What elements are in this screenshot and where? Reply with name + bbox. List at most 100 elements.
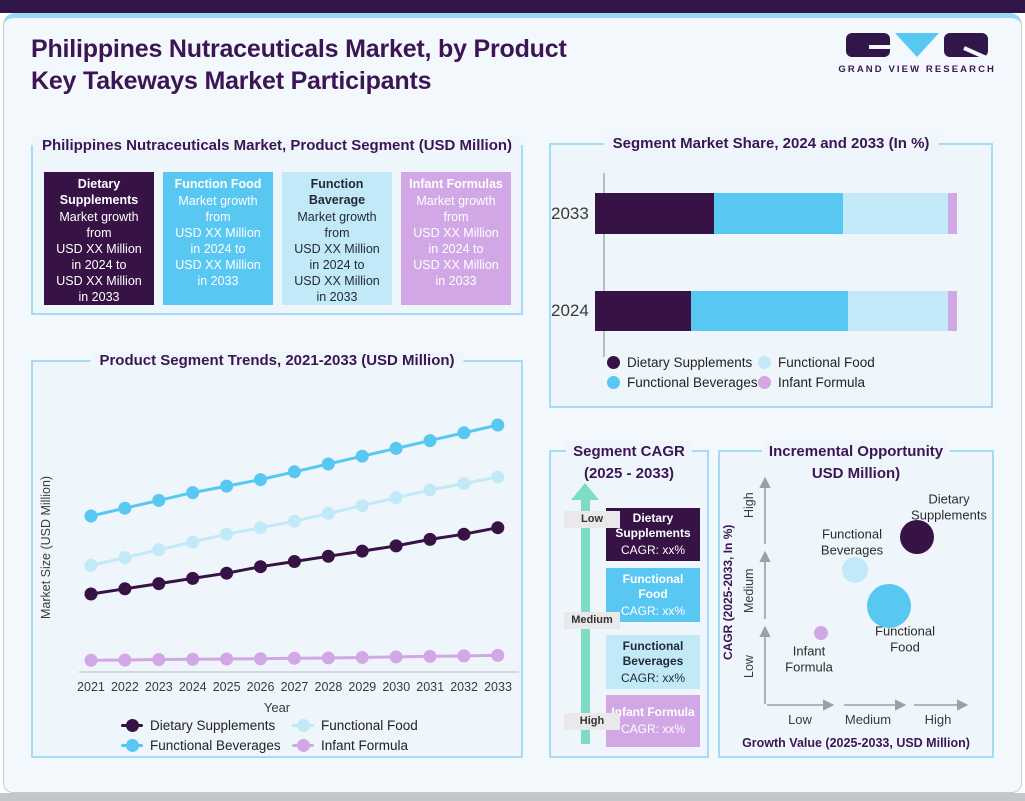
bar-segment-functional-food bbox=[848, 291, 948, 331]
legend-item-functional-beverages: Functional Beverages bbox=[607, 375, 758, 390]
share-legend: Dietary Supplements Functional Food Func… bbox=[607, 355, 875, 390]
bubble-label-dietary-supplements: Dietary Supplements bbox=[911, 491, 987, 523]
data-point bbox=[186, 535, 200, 549]
data-point bbox=[321, 506, 335, 520]
data-point bbox=[287, 514, 301, 528]
data-point bbox=[152, 577, 166, 591]
data-point bbox=[287, 465, 301, 479]
data-point bbox=[220, 652, 234, 666]
x-tick: 2030 bbox=[382, 680, 411, 694]
x-tick: 2031 bbox=[416, 680, 445, 694]
data-point bbox=[389, 441, 403, 455]
market-share-panel: Segment Market Share, 2024 and 2033 (In … bbox=[549, 135, 993, 408]
bubble-label-infant-formula: Infant Formula bbox=[785, 643, 833, 675]
stacked-bar-2024 bbox=[595, 291, 957, 331]
data-point bbox=[186, 571, 200, 585]
data-point bbox=[118, 582, 132, 596]
bubble-plot-area: Dietary Supplements Functional Beverages… bbox=[720, 452, 996, 760]
opportunity-title-line2: USD Million) bbox=[811, 465, 901, 482]
cagr-box-name: Dietary Supplements bbox=[615, 511, 691, 540]
x-tick: 2022 bbox=[110, 680, 139, 694]
legend-item-functional-food: Functional Food bbox=[292, 718, 418, 733]
bar-segment-functional-beverages bbox=[690, 291, 849, 331]
product-segment-panel-title: Philippines Nutraceuticals Market, Produ… bbox=[32, 137, 522, 154]
logo-v-icon bbox=[895, 33, 940, 57]
cagr-arrow-head-icon bbox=[571, 483, 599, 500]
data-point bbox=[220, 566, 234, 580]
line-marker-icon bbox=[121, 719, 143, 732]
data-point bbox=[457, 426, 471, 440]
bubble-axes bbox=[759, 476, 969, 711]
x-tick: 2024 bbox=[178, 680, 207, 694]
incremental-opportunity-title: Incremental Opportunity USD Million) bbox=[761, 441, 951, 485]
segment-box-body: Market growth from USD XX Million in 202… bbox=[56, 210, 142, 304]
bubble-functional-food bbox=[867, 583, 912, 628]
cagr-box-value: CAGR: xx% bbox=[620, 670, 685, 685]
segment-box-title: Infant Formulas bbox=[409, 177, 503, 191]
data-point bbox=[84, 558, 98, 572]
cagr-box-name: Functional Beverages bbox=[622, 638, 684, 668]
data-point bbox=[84, 587, 98, 601]
data-point bbox=[355, 449, 369, 463]
page-title-line1: Philippines Nutraceuticals Market, by Pr… bbox=[31, 35, 567, 63]
segment-boxes: Dietary Supplements Market growth from U… bbox=[44, 172, 511, 305]
data-point bbox=[287, 651, 301, 665]
bar-segment-infant-formula bbox=[947, 291, 957, 331]
legend-label: Functional Beverages bbox=[150, 738, 281, 753]
legend-item-functional-food: Functional Food bbox=[758, 355, 875, 370]
segment-box-dietary-supplements: Dietary Supplements Market growth from U… bbox=[44, 172, 154, 305]
page-title: Philippines Nutraceuticals Market, by Pr… bbox=[31, 33, 567, 97]
share-bar-row-2033: 2033 bbox=[551, 193, 957, 234]
x-zone-high: High bbox=[924, 712, 952, 727]
legend-label: Infant Formula bbox=[321, 738, 409, 753]
data-point bbox=[355, 650, 369, 664]
dot-marker-icon bbox=[758, 376, 771, 389]
share-y-axis-line bbox=[603, 173, 605, 357]
segment-box-body: Market growth from USD XX Million in 202… bbox=[294, 210, 380, 304]
data-point bbox=[254, 521, 267, 535]
legend-item-dietary-supplements: Dietary Supplements bbox=[607, 355, 758, 370]
x-tick: 2023 bbox=[144, 680, 173, 694]
x-tick: 2027 bbox=[280, 680, 309, 694]
share-bar-row-2024: 2024 bbox=[551, 291, 957, 331]
trends-x-axis-ticks: 2021 2022 2023 2024 2025 2026 2027 2028 … bbox=[74, 680, 515, 694]
bar-segment-dietary-supplements bbox=[595, 291, 691, 331]
data-point bbox=[423, 649, 437, 663]
data-point bbox=[491, 521, 505, 535]
cagr-axis-label-high: High bbox=[564, 713, 620, 730]
segment-box-infant-formulas: Infant Formulas Market growth from USD X… bbox=[401, 172, 511, 305]
data-point bbox=[186, 652, 200, 666]
data-point bbox=[355, 499, 369, 513]
data-point bbox=[389, 650, 403, 664]
data-point bbox=[220, 527, 234, 541]
data-point bbox=[152, 543, 166, 557]
legend-item-infant-formula: Infant Formula bbox=[758, 375, 875, 390]
x-tick: 2028 bbox=[314, 680, 343, 694]
gvr-logo-marks bbox=[846, 33, 989, 57]
data-point bbox=[457, 527, 471, 541]
cagr-title-line1: Segment CAGR bbox=[573, 443, 685, 460]
dot-marker-icon bbox=[758, 356, 771, 369]
segment-box-title: Dietary Supplements bbox=[59, 177, 139, 207]
legend-label: Functional Food bbox=[778, 355, 875, 370]
bottom-bar bbox=[0, 793, 1025, 801]
data-point bbox=[321, 457, 335, 471]
bar-segment-dietary-supplements bbox=[595, 193, 715, 234]
legend-item-infant-formula: Infant Formula bbox=[292, 738, 418, 753]
data-point bbox=[423, 483, 437, 497]
data-point bbox=[84, 509, 98, 523]
cagr-axis-label-low: Low bbox=[564, 511, 620, 528]
data-point bbox=[254, 560, 267, 574]
x-tick: 2029 bbox=[348, 680, 377, 694]
cagr-box-name: Functional Food bbox=[622, 571, 684, 601]
x-tick: 2025 bbox=[212, 680, 241, 694]
product-segment-panel: Philippines Nutraceuticals Market, Produ… bbox=[31, 137, 523, 315]
segment-cagr-panel: Segment CAGR (2025 - 2033) Low Medium Hi… bbox=[549, 441, 709, 758]
line-marker-icon bbox=[292, 739, 314, 752]
trends-panel-title: Product Segment Trends, 2021-2033 (USD M… bbox=[90, 352, 464, 369]
legend-item-dietary-supplements: Dietary Supplements bbox=[121, 718, 292, 733]
segment-box-body: Market growth from USD XX Million in 202… bbox=[413, 194, 499, 288]
data-point bbox=[220, 479, 234, 493]
cagr-box-infant-formula: Infant Formula CAGR: xx% bbox=[606, 695, 700, 747]
bar-segment-functional-beverages bbox=[714, 193, 843, 234]
